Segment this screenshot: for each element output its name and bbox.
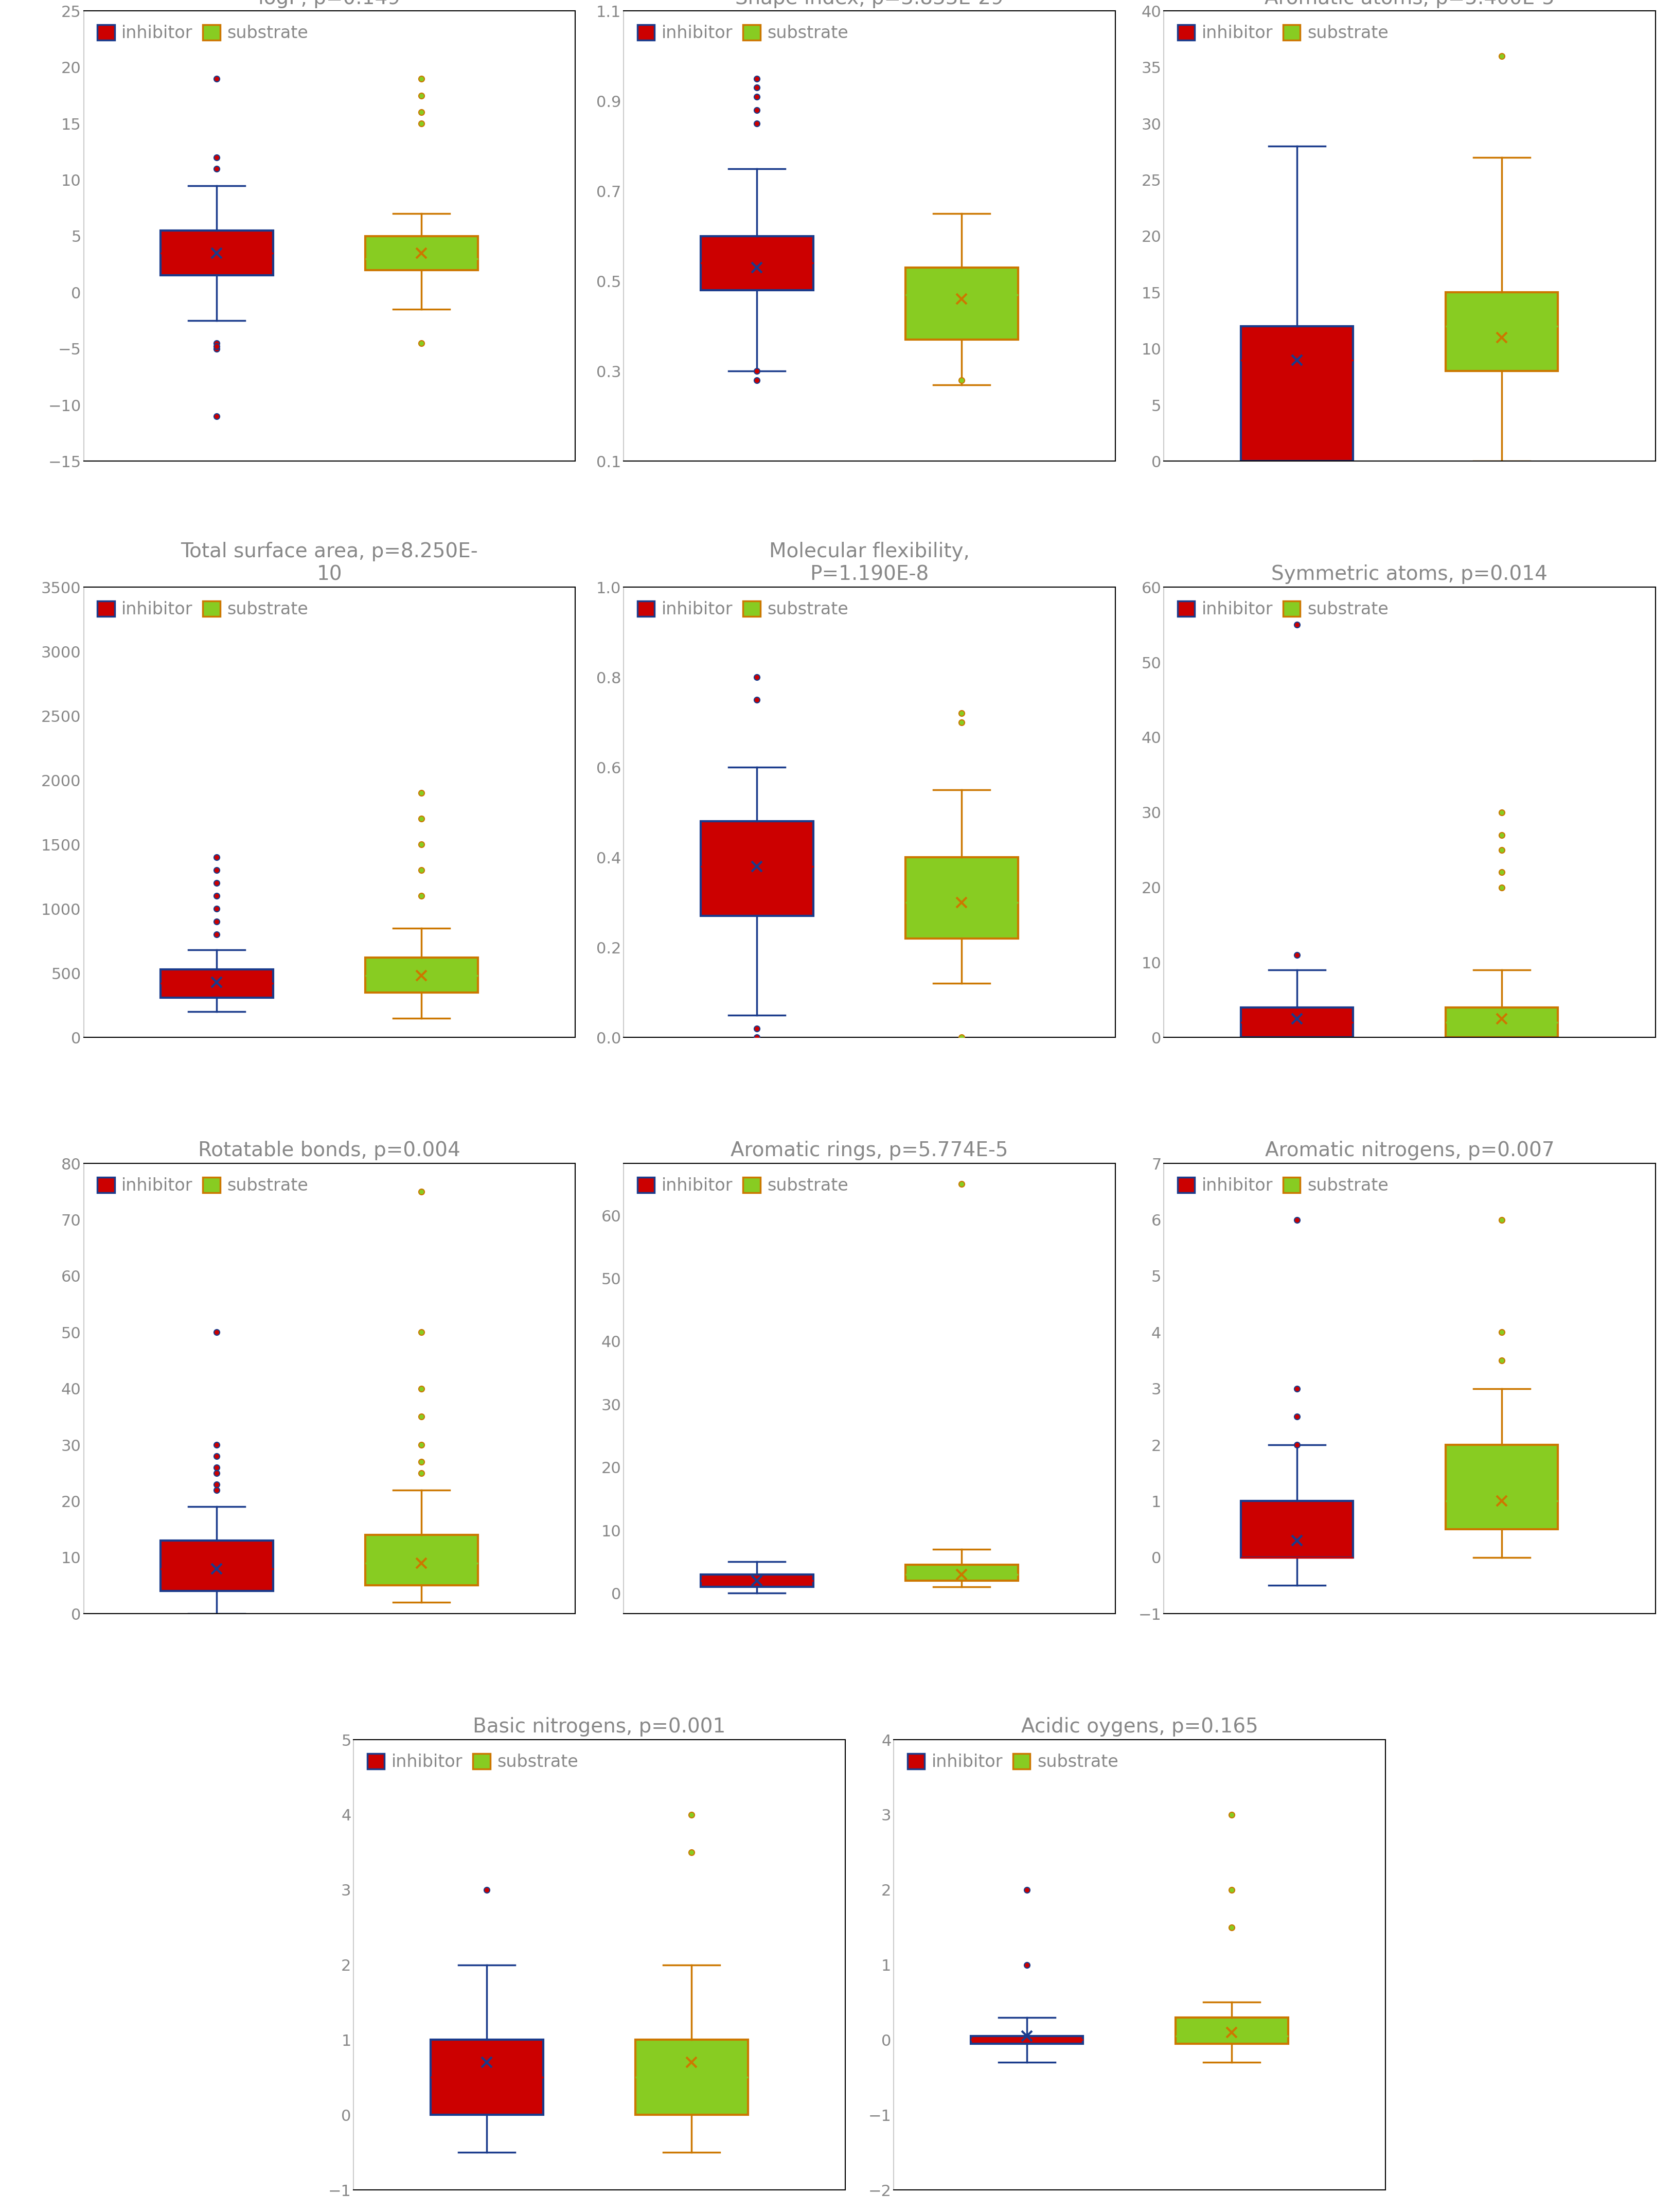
Title: Molecular flexibility,
P=1.190E-8: Molecular flexibility, P=1.190E-8 xyxy=(769,542,970,584)
Title: Aromatic atoms, p=5.400E-5: Aromatic atoms, p=5.400E-5 xyxy=(1264,0,1555,9)
PathPatch shape xyxy=(1445,1006,1558,1037)
PathPatch shape xyxy=(905,858,1018,938)
PathPatch shape xyxy=(1241,1006,1353,1037)
PathPatch shape xyxy=(701,821,813,916)
Title: Acidic oygens, p=0.165: Acidic oygens, p=0.165 xyxy=(1022,1717,1257,1736)
Legend: inhibitor, substrate: inhibitor, substrate xyxy=(92,20,313,46)
PathPatch shape xyxy=(1445,1444,1558,1528)
PathPatch shape xyxy=(161,230,273,276)
Legend: inhibitor, substrate: inhibitor, substrate xyxy=(1172,595,1393,624)
PathPatch shape xyxy=(161,969,273,998)
Legend: inhibitor, substrate: inhibitor, substrate xyxy=(1172,20,1393,46)
PathPatch shape xyxy=(1241,1502,1353,1557)
PathPatch shape xyxy=(905,1564,1018,1582)
PathPatch shape xyxy=(635,2039,747,2115)
Title: Aromatic rings, p=5.774E-5: Aromatic rings, p=5.774E-5 xyxy=(731,1141,1008,1161)
PathPatch shape xyxy=(364,1535,478,1586)
PathPatch shape xyxy=(161,1540,273,1590)
Title: Shape index, p=3.833E-29: Shape index, p=3.833E-29 xyxy=(736,0,1003,9)
PathPatch shape xyxy=(364,237,478,270)
PathPatch shape xyxy=(1445,292,1558,372)
Legend: inhibitor, substrate: inhibitor, substrate xyxy=(92,1172,313,1199)
Title: Rotatable bonds, p=0.004: Rotatable bonds, p=0.004 xyxy=(199,1141,460,1161)
Legend: inhibitor, substrate: inhibitor, substrate xyxy=(1172,1172,1393,1199)
PathPatch shape xyxy=(1241,325,1353,462)
Legend: inhibitor, substrate: inhibitor, substrate xyxy=(632,1172,853,1199)
Title: logP, p=0.149: logP, p=0.149 xyxy=(257,0,400,9)
Title: Basic nitrogens, p=0.001: Basic nitrogens, p=0.001 xyxy=(473,1717,726,1736)
PathPatch shape xyxy=(430,2039,543,2115)
PathPatch shape xyxy=(1175,2017,1287,2044)
Legend: inhibitor, substrate: inhibitor, substrate xyxy=(92,595,313,624)
Title: Aromatic nitrogens, p=0.007: Aromatic nitrogens, p=0.007 xyxy=(1264,1141,1555,1161)
Legend: inhibitor, substrate: inhibitor, substrate xyxy=(632,595,853,624)
PathPatch shape xyxy=(701,237,813,290)
Legend: inhibitor, substrate: inhibitor, substrate xyxy=(363,1747,584,1776)
Legend: inhibitor, substrate: inhibitor, substrate xyxy=(632,20,853,46)
PathPatch shape xyxy=(905,268,1018,341)
Title: Total surface area, p=8.250E-
10: Total surface area, p=8.250E- 10 xyxy=(181,542,478,584)
Legend: inhibitor, substrate: inhibitor, substrate xyxy=(903,1747,1124,1776)
Title: Symmetric atoms, p=0.014: Symmetric atoms, p=0.014 xyxy=(1271,564,1548,584)
PathPatch shape xyxy=(364,958,478,993)
PathPatch shape xyxy=(701,1575,813,1586)
PathPatch shape xyxy=(970,2035,1083,2044)
